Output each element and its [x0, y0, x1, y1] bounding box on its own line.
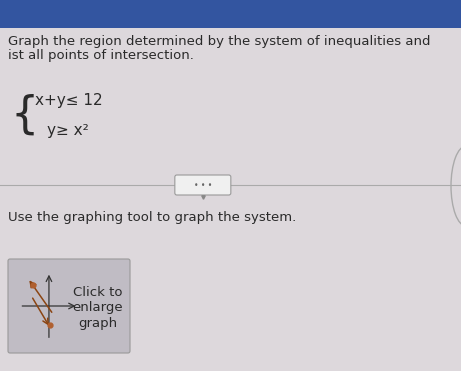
Text: Graph the region determined by the system of inequalities and: Graph the region determined by the syste… — [8, 36, 431, 49]
Text: graph: graph — [78, 316, 117, 329]
FancyBboxPatch shape — [175, 175, 231, 195]
Text: x+y≤ 12: x+y≤ 12 — [35, 92, 103, 108]
Text: {: { — [10, 93, 38, 137]
FancyBboxPatch shape — [8, 259, 130, 353]
Text: y≥ x²: y≥ x² — [47, 122, 89, 138]
Text: Click to: Click to — [72, 286, 122, 299]
Bar — [0, 0, 461, 28]
Text: • • •: • • • — [194, 181, 212, 190]
Text: Use the graphing tool to graph the system.: Use the graphing tool to graph the syste… — [8, 211, 296, 224]
Text: enlarge: enlarge — [72, 301, 123, 314]
Text: ist all points of intersection.: ist all points of intersection. — [8, 49, 194, 62]
